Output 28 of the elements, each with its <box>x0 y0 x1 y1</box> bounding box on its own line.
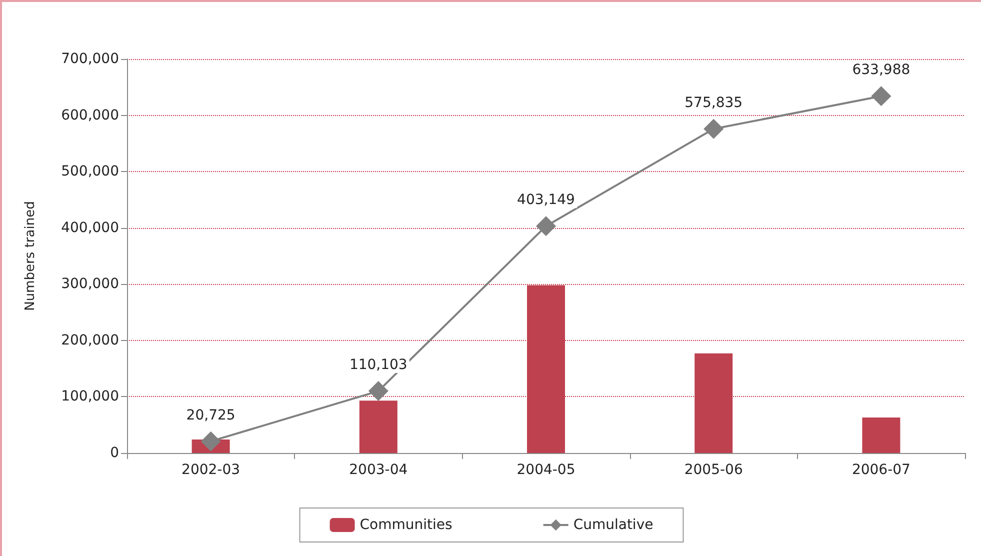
data-label: 403,149 <box>517 192 575 208</box>
data-label: 20,725 <box>186 407 236 424</box>
y-tick-label: 200,000 <box>61 332 119 348</box>
legend-label: Communities <box>360 517 452 533</box>
x-tick-label: 2005-06 <box>684 462 743 478</box>
y-tick-label: 600,000 <box>61 107 119 124</box>
point <box>368 381 388 402</box>
data-label: 633,988 <box>852 62 910 78</box>
data-label: 575,835 <box>684 94 743 111</box>
y-tick-label: 300,000 <box>61 276 119 292</box>
point <box>871 86 892 106</box>
y-tick-label: 0 <box>110 445 119 461</box>
y-axis-title: Numbers trained <box>23 201 38 311</box>
x-tick-label: 2002-03 <box>182 462 240 478</box>
x-tick-label: 2004-05 <box>516 462 576 478</box>
point <box>200 431 221 452</box>
legend-label: Cumulative <box>573 517 654 533</box>
bar <box>359 400 398 453</box>
y-tick-label: 100,000 <box>61 388 119 405</box>
y-tick-label: 500,000 <box>61 164 119 180</box>
bar <box>862 418 900 453</box>
y-tick-label: 700,000 <box>61 51 119 67</box>
x-tick-label: 2003-04 <box>349 462 408 478</box>
y-tick-label: 400,000 <box>61 220 119 236</box>
data-label: 110,103 <box>349 357 408 374</box>
point <box>704 118 724 139</box>
point <box>536 216 556 236</box>
x-tick-label: 2006-07 <box>852 462 910 478</box>
